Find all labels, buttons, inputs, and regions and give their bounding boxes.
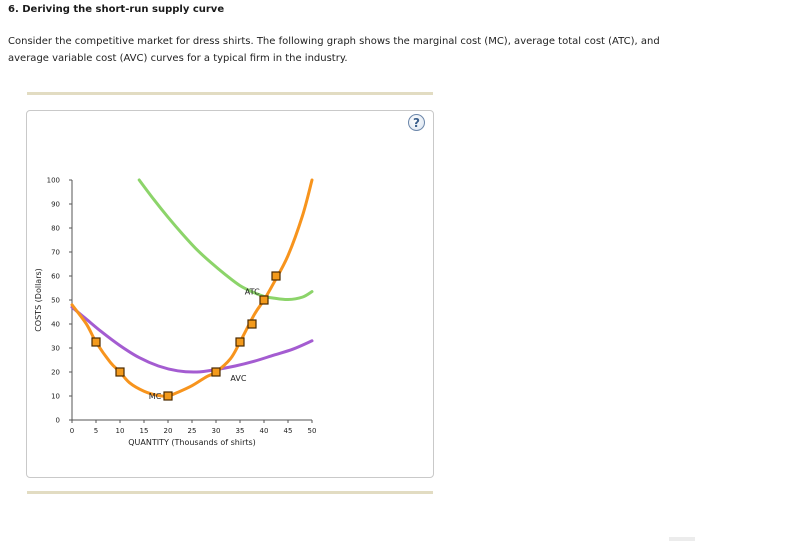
mc-point-marker <box>211 367 221 377</box>
mc-point-marker <box>235 337 245 347</box>
y-tick-label: 50 <box>51 297 60 305</box>
x-tick-label: 0 <box>70 427 74 435</box>
y-tick-label: 70 <box>51 249 60 257</box>
x-tick-label: 25 <box>188 427 197 435</box>
help-button[interactable]: ? <box>408 114 425 131</box>
y-tick-label: 30 <box>51 345 60 353</box>
x-tick-label: 40 <box>260 427 269 435</box>
x-tick-label: 15 <box>140 427 149 435</box>
y-tick-label: 20 <box>51 369 60 377</box>
x-tick-label: 35 <box>236 427 245 435</box>
question-title: 6. Deriving the short-run supply curve <box>8 4 225 15</box>
curve-label-avc: AVC <box>230 374 246 383</box>
y-tick-label: 10 <box>51 393 60 401</box>
mc-point-marker <box>163 391 173 401</box>
question-intro: Consider the competitive market for dres… <box>8 36 660 64</box>
series-atc-curve <box>137 178 314 302</box>
x-tick-label: 50 <box>308 427 317 435</box>
mc-point-marker <box>271 271 281 281</box>
question-mark-icon: ? <box>413 116 420 130</box>
x-tick-label: 10 <box>116 427 125 435</box>
series-mc-curve <box>70 178 314 398</box>
x-tick-label: 30 <box>212 427 221 435</box>
mc-point-marker <box>247 319 257 329</box>
x-axis-label: QUANTITY (Thousands of shirts) <box>128 438 256 447</box>
curve-label-mc: MC <box>149 392 162 401</box>
mc-point-marker <box>115 367 125 377</box>
graph-panel <box>26 110 434 478</box>
y-tick-label: 100 <box>47 177 60 185</box>
y-tick-label: 40 <box>51 321 60 329</box>
bottom-divider <box>27 491 433 494</box>
x-tick-label: 45 <box>284 427 293 435</box>
curve-label-atc: ATC <box>245 288 260 297</box>
y-tick-label: 90 <box>51 201 60 209</box>
mc-point-marker <box>259 295 269 305</box>
y-tick-label: 0 <box>56 417 60 425</box>
y-tick-label: 60 <box>51 273 60 281</box>
y-tick-label: 80 <box>51 225 60 233</box>
series-avc-curve <box>70 305 314 374</box>
x-tick-label: 5 <box>94 427 98 435</box>
scroll-indicator <box>669 537 695 541</box>
y-axis-label: COSTS (Dollars) <box>34 268 43 332</box>
mc-point-marker <box>91 337 101 347</box>
x-tick-label: 20 <box>164 427 173 435</box>
top-divider <box>27 92 433 95</box>
